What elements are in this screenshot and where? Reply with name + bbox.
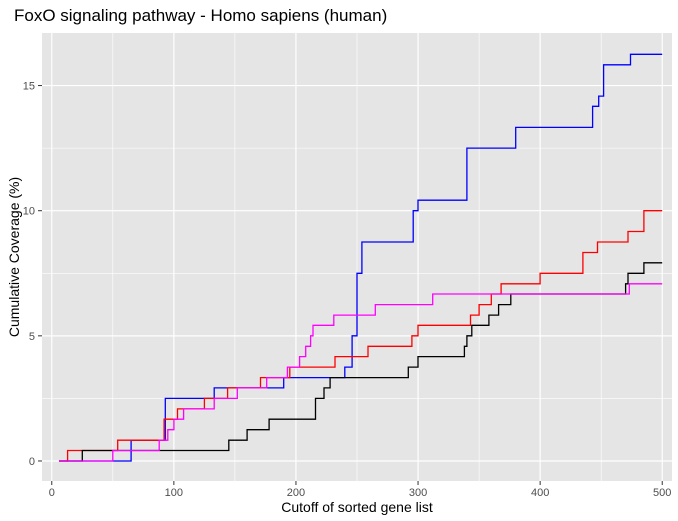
y-tick-label: 10 xyxy=(23,206,35,218)
y-axis: 0 5 10 15 xyxy=(23,81,42,468)
x-axis-title: Cutoff of sorted gene list xyxy=(281,499,433,515)
series-lines xyxy=(59,53,663,462)
chart-title: FoxO signaling pathway - Homo sapiens (h… xyxy=(14,6,387,25)
series-line-1 xyxy=(59,53,663,462)
x-tick-label: 500 xyxy=(653,487,671,499)
y-tick-label: 5 xyxy=(29,331,35,343)
x-tick-label: 400 xyxy=(531,487,549,499)
x-tick-label: 0 xyxy=(49,487,55,499)
x-tick-label: 100 xyxy=(165,487,183,499)
y-tick-label: 0 xyxy=(29,456,35,468)
x-tick-label: 200 xyxy=(287,487,305,499)
y-tick-label: 15 xyxy=(23,81,35,93)
series-line-2 xyxy=(59,210,663,462)
x-tick-label: 300 xyxy=(409,487,427,499)
x-axis: 0 100 200 300 400 500 xyxy=(49,481,671,499)
y-axis-title: Cumulative Coverage (%) xyxy=(6,177,22,337)
series-line-4 xyxy=(59,283,663,462)
major-gridlines xyxy=(42,33,672,481)
